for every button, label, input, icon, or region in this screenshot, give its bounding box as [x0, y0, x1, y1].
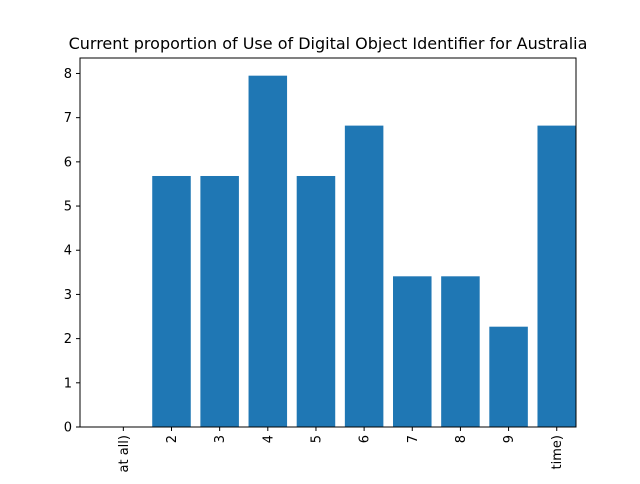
bar-7: [441, 276, 480, 427]
bar-2: [200, 175, 239, 427]
y-tick-label-6: 6: [64, 155, 72, 170]
y-tick-label-4: 4: [64, 244, 72, 259]
bar-6: [393, 276, 432, 427]
chart-title: Current proportion of Use of Digital Obj…: [69, 34, 588, 53]
x-tick-label-6: 7: [406, 435, 421, 443]
x-tick-label-0: at all): [117, 435, 132, 472]
x-tick-label-5: 6: [358, 435, 373, 443]
x-tick-label-2: 3: [213, 435, 228, 443]
y-tick-label-0: 0: [64, 421, 72, 436]
y-tick-label-1: 1: [64, 376, 72, 391]
bar-4: [296, 175, 336, 427]
plot-frame: [79, 57, 577, 428]
bar-5: [344, 125, 384, 428]
x-tick-label-7: 8: [454, 435, 469, 443]
axes-layer: [79, 57, 577, 428]
x-tick-label-8: 9: [502, 435, 517, 443]
y-tick-label-7: 7: [64, 111, 72, 126]
y-tick-label-5: 5: [64, 200, 72, 215]
x-tick-label-3: 4: [261, 435, 276, 443]
bar-8: [489, 326, 528, 427]
bar-1: [152, 175, 191, 427]
x-tick-label-9: time): [550, 435, 565, 469]
bar-9: [537, 125, 576, 428]
y-tick-label-2: 2: [64, 332, 72, 347]
x-tick-label-4: 5: [309, 435, 324, 443]
y-tick-label-3: 3: [64, 288, 72, 303]
bars-layer: [152, 75, 576, 428]
x-tick-label-1: 2: [165, 435, 180, 443]
ticks-layer: 0 1 2 3 4 5 6 7 8 at all) 2 3 4 5 6 7 8 9 time): [64, 67, 566, 473]
bar-3: [248, 75, 288, 428]
y-tick-label-8: 8: [64, 67, 72, 82]
